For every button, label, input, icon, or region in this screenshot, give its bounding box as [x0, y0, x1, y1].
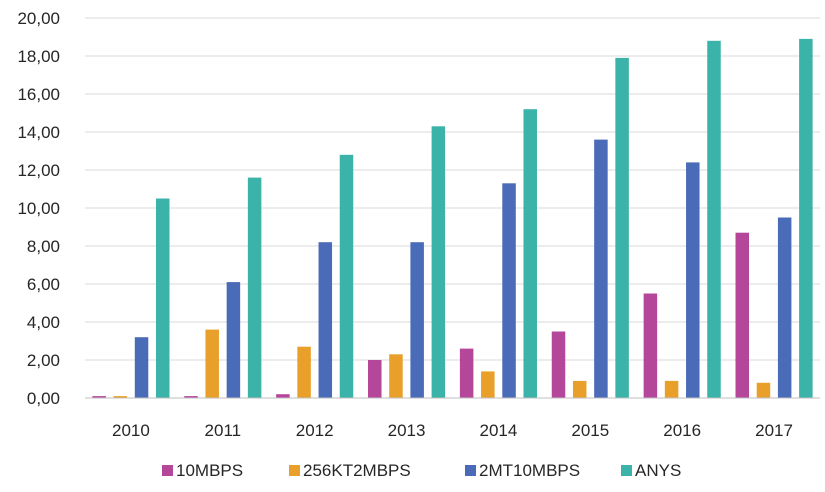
bar-2mt10mbps-2015 [594, 139, 608, 398]
bar-anys-2010 [155, 198, 170, 398]
bar-10mbps-2013 [368, 360, 382, 398]
y-tick-label: 16,00 [17, 85, 60, 104]
bar-anys-2013 [431, 126, 446, 399]
bar-256kt2mbps-2013 [389, 354, 403, 398]
bar-anys-2012 [339, 154, 354, 398]
bar-10mbps-2014 [459, 348, 474, 398]
x-tick-label: 2017 [755, 421, 793, 440]
x-tick-label: 2011 [205, 421, 242, 440]
legend-item-256kt2mbps: 256KT2MBPS [289, 461, 411, 480]
bar-10mbps-2015 [551, 331, 566, 398]
y-tick-label: 10,00 [17, 199, 60, 218]
bar-256kt2mbps-2016 [664, 380, 679, 398]
bar-2mt10mbps-2017 [777, 217, 792, 398]
y-tick-label: 12,00 [17, 161, 60, 180]
legend-label: 10MBPS [176, 461, 243, 480]
bar-10mbps-2011 [184, 396, 198, 398]
bar-10mbps-2010 [92, 396, 106, 398]
bar-2mt10mbps-2014 [502, 183, 516, 398]
legend: 10MBPS 256KT2MBPS 2MT10MBPS ANYS [162, 461, 681, 480]
legend-label: ANYS [635, 461, 681, 480]
legend-item-2mt10mbps: 2MT10MBPS [465, 461, 580, 480]
y-tick-label: 6,00 [27, 275, 60, 294]
bar-2mt10mbps-2012 [318, 242, 333, 398]
y-axis-ticks: 0,00 2,00 4,00 6,00 8,00 10,00 12,00 14,00 16,00… [17, 9, 60, 408]
bar-256kt2mbps-2010 [113, 396, 128, 398]
bars [92, 38, 813, 399]
legend-label: 2MT10MBPS [479, 461, 580, 480]
y-tick-label: 14,00 [17, 123, 60, 142]
bar-256kt2mbps-2011 [205, 329, 219, 398]
legend-swatch [289, 465, 300, 476]
x-tick-label: 2016 [663, 421, 701, 440]
legend-item-10mbps: 10MBPS [162, 461, 243, 480]
legend-swatch [621, 465, 632, 476]
bar-anys-2014 [523, 109, 537, 398]
bar-anys-2016 [707, 40, 721, 399]
y-tick-label: 18,00 [17, 47, 60, 66]
bar-2mt10mbps-2013 [410, 242, 424, 398]
x-axis-ticks: 2010 2011 2012 2013 2014 2015 2016 2017 [112, 421, 793, 440]
bar-256kt2mbps-2014 [481, 371, 495, 398]
y-tick-label: 20,00 [17, 9, 60, 28]
bar-2mt10mbps-2010 [134, 337, 149, 398]
legend-swatch [162, 465, 173, 476]
bar-10mbps-2017 [735, 232, 750, 398]
legend-label: 256KT2MBPS [303, 461, 411, 480]
y-tick-label: 4,00 [27, 313, 60, 332]
gridlines [85, 17, 820, 361]
bar-anys-2017 [799, 38, 813, 399]
bar-10mbps-2012 [276, 394, 290, 398]
bar-10mbps-2016 [643, 293, 658, 398]
bar-2mt10mbps-2011 [226, 282, 241, 398]
y-tick-label: 2,00 [27, 351, 60, 370]
bar-anys-2011 [247, 177, 262, 398]
x-tick-label: 2012 [296, 421, 334, 440]
bar-256kt2mbps-2015 [572, 380, 587, 398]
y-tick-label: 8,00 [27, 237, 60, 256]
bar-256kt2mbps-2012 [297, 346, 311, 398]
x-tick-label: 2010 [112, 421, 150, 440]
x-tick-label: 2013 [388, 421, 426, 440]
legend-swatch [465, 465, 476, 476]
bar-anys-2015 [615, 57, 629, 399]
bar-256kt2mbps-2017 [756, 382, 771, 398]
x-tick-label: 2015 [571, 421, 609, 440]
x-tick-label: 2014 [480, 421, 518, 440]
legend-item-anys: ANYS [621, 461, 681, 480]
bar-2mt10mbps-2016 [686, 162, 700, 398]
y-tick-label: 0,00 [27, 389, 60, 408]
